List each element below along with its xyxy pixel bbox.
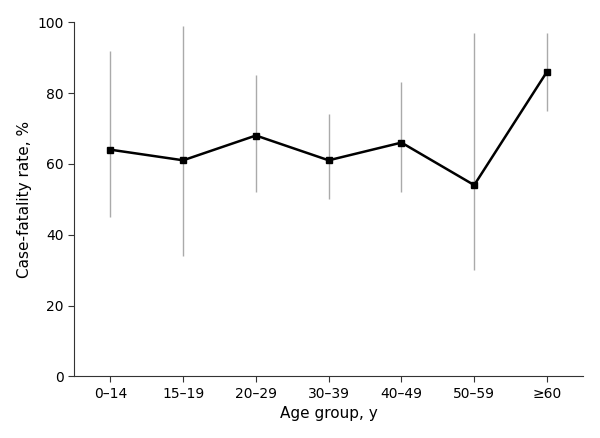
X-axis label: Age group, y: Age group, y	[280, 406, 377, 421]
Y-axis label: Case-fatality rate, %: Case-fatality rate, %	[17, 121, 32, 278]
